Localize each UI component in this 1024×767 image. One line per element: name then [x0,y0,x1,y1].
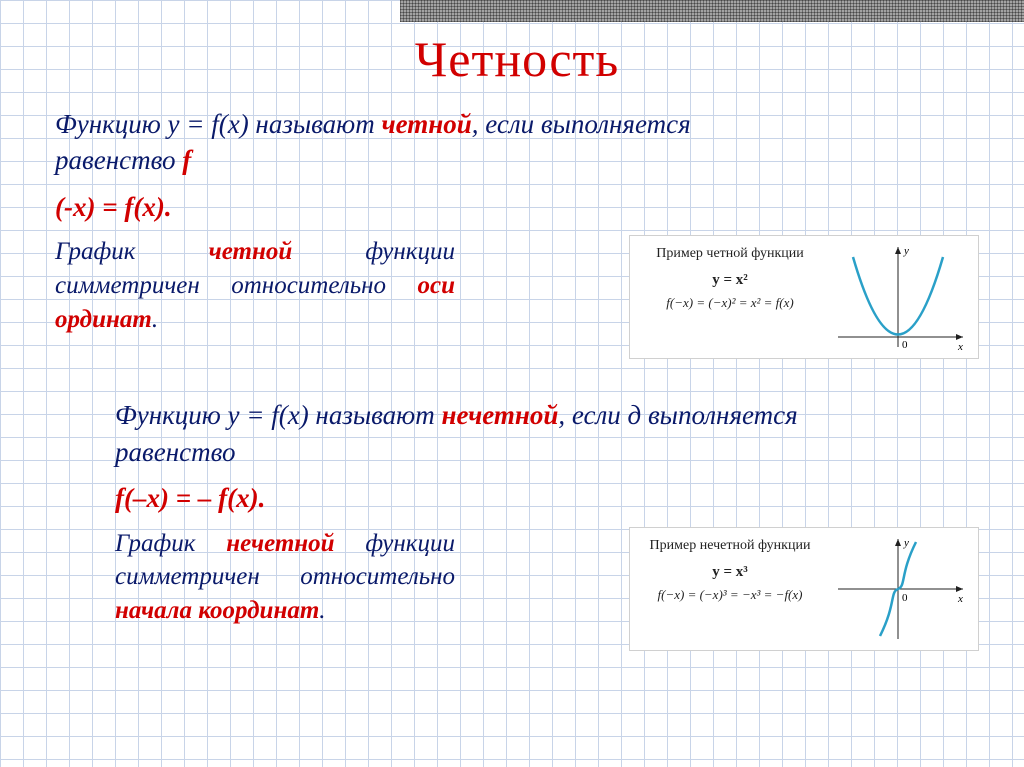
row-odd: График нечетной функции симметричен отно… [55,527,979,651]
eq-lead: f [182,145,191,175]
spacer [55,369,979,397]
origin-label: 0 [902,339,908,351]
y-label: y [903,245,909,257]
figure-odd-math: Пример нечетной функции y = x³ f(−x) = (… [640,534,820,644]
text: График [115,530,226,557]
figure-even: Пример четной функции y = x² f(−x) = (−x… [629,235,979,359]
equation-even: (-х) = f(х). [55,189,979,225]
text: . [152,306,158,333]
x-label: x [957,341,963,352]
text: График [55,238,209,265]
plot-parabola: x y 0 [828,242,968,352]
plot-cubic: x y 0 [828,534,968,644]
graph-desc-even: График четной функции симметричен относи… [55,235,609,346]
graph-text-odd: График нечетной функции симметричен отно… [115,527,455,628]
figure-even-identity: f(−x) = (−x)² = x² = f(x) [640,295,820,311]
figure-even-math: Пример четной функции y = x² f(−x) = (−x… [640,242,820,352]
figure-odd: Пример нечетной функции y = x³ f(−x) = (… [629,527,979,651]
definition-even: Функцию у = f(x) называют четной, если в… [55,106,755,179]
graph-desc-odd: График нечетной функции симметричен отно… [115,527,609,638]
kw-origin: начала координат [115,597,319,624]
y-label: y [903,537,909,549]
page-title: Четность [55,30,979,88]
decorative-top-bar [400,0,1024,22]
definition-odd: Функцию у = f(x) называют нечетной, если… [115,397,835,470]
text: Функцию у = f(x) называют [115,400,441,430]
kw-even-2: четной [209,238,293,265]
figure-even-title: Пример четной функции [640,246,820,262]
keyword-even: четной [381,109,471,139]
origin-label: 0 [902,592,908,604]
eq-odd-text: f(–х) = – f(x). [115,483,265,513]
figure-odd-title: Пример нечетной функции [640,538,820,554]
figure-even-eq: y = x² [640,272,820,289]
keyword-odd: нечетной [441,400,558,430]
text: . [319,597,325,624]
figure-odd-identity: f(−x) = (−x)³ = −x³ = −f(x) [640,587,820,603]
slide-content: Четность Функцию у = f(x) называют четно… [0,0,1024,651]
x-label: x [957,593,963,605]
text: Функцию у = f(x) называют [55,109,381,139]
graph-text-even: График четной функции симметричен относи… [55,235,455,336]
eq-text: (-х) = f(х). [55,192,172,222]
row-even: График четной функции симметричен относи… [55,235,979,359]
equation-odd: f(–х) = – f(x). [115,480,979,516]
kw-odd-2: нечетной [226,530,334,557]
definition-odd-block: Функцию у = f(x) называют нечетной, если… [55,397,979,516]
figure-odd-eq: y = x³ [640,564,820,581]
